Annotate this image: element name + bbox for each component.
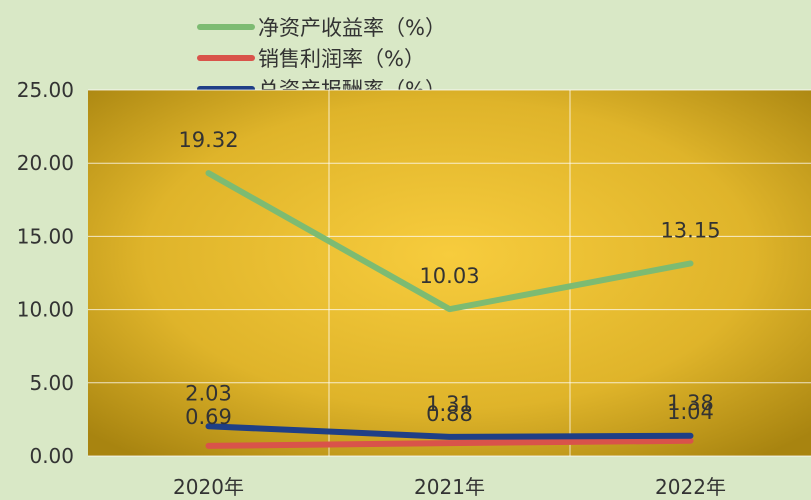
y-tick-label: 0.00 [29,444,74,468]
data-label: 1.38 [667,391,714,415]
data-label: 13.15 [660,218,720,242]
data-label: 19.32 [178,128,238,152]
series-line-2 [205,423,694,440]
y-tick-label: 20.00 [17,151,74,175]
legend-label: 净资产收益率（%） [258,16,446,40]
data-label: 10.03 [419,264,479,288]
legend: 净资产收益率（%）销售利润率（%）总资产报酬率（%） [197,16,446,102]
series-line-1 [205,437,694,449]
y-tick-label: 5.00 [29,371,74,395]
data-label: 0.69 [185,405,232,429]
data-label: 1.04 [667,400,714,424]
data-label: 1.31 [426,392,473,416]
grid [88,89,811,457]
data-labels: 19.32 10.03 13.15 0.69 0.88 1.04 2.03 1.31 1.38 [178,128,720,429]
y-tick-label: 10.00 [17,298,74,322]
x-axis: 2020年 2021年 2022年 [173,475,726,499]
data-label: 0.88 [426,402,473,426]
x-tick-label: 2021年 [414,475,485,499]
data-label: 2.03 [185,381,232,405]
series-layer [205,170,694,449]
plot-area [88,90,811,456]
y-tick-label: 15.00 [17,224,74,248]
legend-label: 销售利润率（%） [258,47,425,71]
series-line-0 [205,170,694,313]
x-tick-label: 2020年 [173,475,244,499]
y-tick-label: 25.00 [17,78,74,102]
y-axis: 0.00 5.00 10.00 15.00 20.00 25.00 [17,78,74,468]
x-tick-label: 2022年 [655,475,726,499]
